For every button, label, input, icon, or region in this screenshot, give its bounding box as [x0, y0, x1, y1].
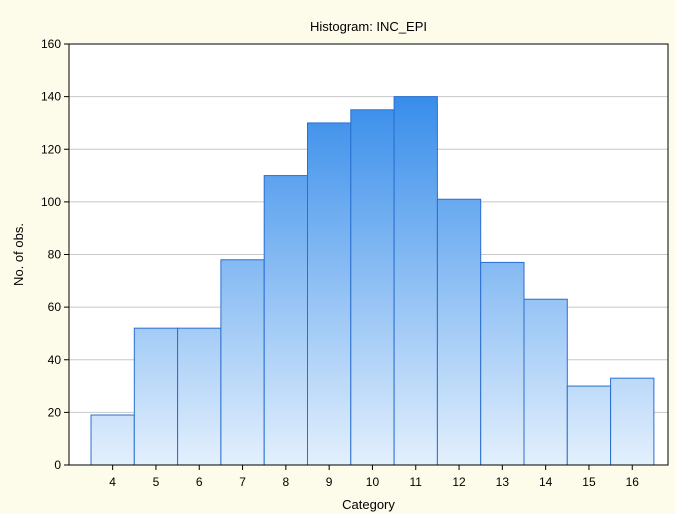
histogram-bar: [133, 327, 179, 466]
x-tick-label: 6: [196, 475, 203, 489]
histogram-bar: [307, 122, 352, 466]
x-tick-label: 8: [283, 475, 290, 489]
histogram-bar: [177, 327, 222, 466]
y-tick-label: 80: [48, 248, 62, 262]
y-tick-label: 40: [48, 353, 62, 367]
x-tick-label: 16: [626, 475, 640, 489]
x-tick-label: 13: [496, 475, 510, 489]
x-axis-title: Category: [342, 497, 395, 512]
y-tick-label: 160: [41, 37, 61, 51]
y-tick-label: 100: [41, 195, 61, 209]
histogram-bar: [480, 261, 525, 466]
x-tick-label: 12: [452, 475, 466, 489]
histogram-bar: [436, 198, 482, 466]
x-tick-label: 7: [239, 475, 246, 489]
x-tick-label: 4: [109, 475, 116, 489]
x-tick-label: 11: [410, 475, 423, 489]
histogram-bar: [263, 175, 309, 466]
x-axis-ticks: 4 5 6 7 8 9 10 11 12 13 14 15 16: [109, 465, 639, 489]
y-tick-label: 20: [48, 405, 62, 419]
histogram-bar: [220, 259, 265, 466]
x-tick-label: 5: [153, 475, 160, 489]
x-tick-label: 14: [539, 475, 553, 489]
y-axis-title: No. of obs.: [11, 223, 26, 286]
y-tick-label: 60: [48, 300, 62, 314]
x-tick-label: 9: [326, 475, 333, 489]
y-tick-label: 0: [54, 458, 61, 472]
x-tick-label: 15: [582, 475, 596, 489]
y-tick-label: 120: [41, 142, 61, 156]
y-axis-ticks: 0 20 40 60 80 100 120 140 160: [41, 37, 69, 472]
chart-title: Histogram: INC_EPI: [310, 19, 427, 34]
x-tick-label: 10: [366, 475, 380, 489]
histogram-bar: [610, 377, 655, 466]
histogram-bar: [523, 298, 568, 466]
bars: [90, 96, 655, 466]
histogram-bar: [350, 109, 395, 466]
y-tick-label: 140: [41, 90, 61, 104]
histogram-bar: [90, 414, 135, 466]
histogram-bar: [393, 96, 438, 466]
histogram-bar: [566, 385, 612, 466]
